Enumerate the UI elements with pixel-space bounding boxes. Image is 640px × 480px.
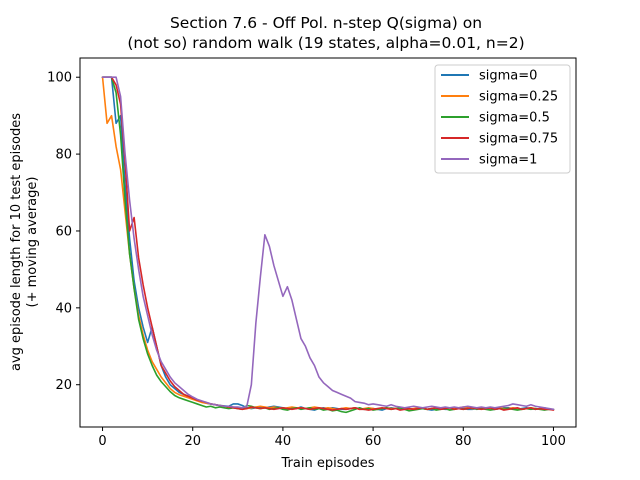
x-tick-label: 40: [275, 434, 292, 449]
x-tick-label: 60: [365, 434, 382, 449]
x-tick-label: 20: [184, 434, 201, 449]
y-tick-label: 60: [55, 224, 72, 239]
x-tick-label: 80: [455, 434, 472, 449]
legend-label-4: sigma=1: [479, 153, 537, 168]
chart-title-line-1: Section 7.6 - Off Pol. n-step Q(sigma) o…: [170, 14, 482, 32]
legend-label-0: sigma=0: [479, 69, 537, 84]
series-layer: [101, 76, 555, 414]
y-tick-label: 100: [47, 71, 72, 86]
plot-frame: [79, 57, 577, 428]
y-tick-label: 20: [55, 378, 72, 393]
y-tick-label: 80: [55, 148, 72, 163]
x-axis-ticks: 0 20 40 60 80 100: [98, 427, 566, 449]
legend-label-2: sigma=0.5: [479, 111, 550, 126]
legend-box: [434, 64, 571, 174]
legend-items: sigma=0 sigma=0.25 sigma=0.5 sigma=0.75 sigm…: [441, 69, 558, 168]
legend-label-1: sigma=0.25: [479, 90, 558, 105]
legend: sigma=0 sigma=0.25 sigma=0.5 sigma=0.75 sigm…: [434, 64, 571, 174]
x-axis-label: Train episodes: [281, 456, 375, 471]
chart-title-line-2: (not so) random walk (19 states, alpha=0…: [127, 34, 524, 52]
series-line-3: [101, 76, 555, 411]
y-axis-label-line-2: (+ moving average): [25, 177, 40, 308]
y-tick-label: 40: [55, 301, 72, 316]
chart-title: Section 7.6 - Off Pol. n-step Q(sigma) o…: [127, 14, 524, 52]
series-line-4: [101, 76, 555, 411]
y-axis-ticks: 20 40 60 80 100: [47, 71, 80, 393]
y-axis-label-line-1: avg episode length for 10 test episodes: [9, 113, 24, 371]
x-tick-label: 100: [541, 434, 566, 449]
legend-label-3: sigma=0.75: [479, 132, 558, 147]
x-tick-label: 0: [98, 434, 106, 449]
y-axis-label: avg episode length for 10 test episodes …: [9, 113, 40, 371]
